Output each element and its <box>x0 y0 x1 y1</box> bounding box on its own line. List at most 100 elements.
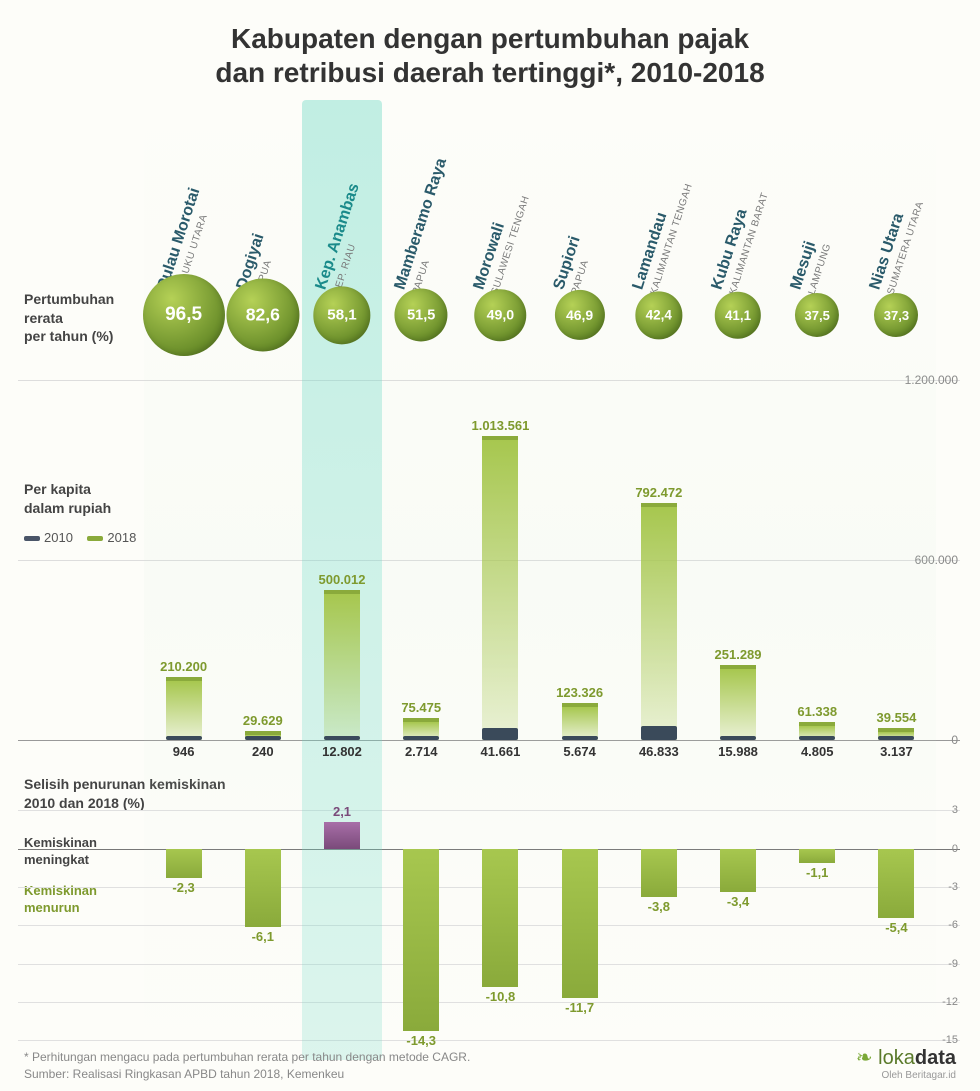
bar-2010 <box>324 736 360 740</box>
value-2010: 2.714 <box>382 744 461 759</box>
poverty-value: -2,3 <box>144 880 223 895</box>
growth-circle-row: 42,4 <box>619 270 698 360</box>
value-2010: 46.833 <box>619 744 698 759</box>
pv-axis-label: -6 <box>948 919 958 931</box>
poverty-bar <box>720 849 756 892</box>
growth-circle: 51,5 <box>395 289 448 342</box>
region-column: SupioriPAPUA46,9123.3265.674-11,7 <box>540 100 619 1060</box>
brand-bold: data <box>915 1047 956 1069</box>
poverty-value: -14,3 <box>382 1033 461 1048</box>
bar-2010 <box>245 736 281 740</box>
value-2018: 39.554 <box>857 710 936 725</box>
growth-circle: 42,4 <box>635 292 682 339</box>
growth-circle-row: 96,5 <box>144 270 223 360</box>
bar-2018 <box>562 703 598 740</box>
region-column: Mamberamo RayaPAPUA51,575.4752.714-14,3 <box>382 100 461 1060</box>
bar-2010 <box>482 728 518 740</box>
infographic-container: Kabupaten dengan pertumbuhan pajak dan r… <box>0 0 980 1091</box>
legend: 2010 2018 <box>24 530 136 545</box>
value-2010: 3.137 <box>857 744 936 759</box>
bar-2010 <box>878 736 914 740</box>
brand: ❧ lokadata Oleh Beritagar.id <box>856 1045 956 1081</box>
pv-axis-label: -9 <box>948 958 958 970</box>
value-2018: 500.012 <box>302 572 381 587</box>
title-line-1: Kabupaten dengan pertumbuhan pajak <box>231 23 749 54</box>
region-column: DogiyaiPAPUA82,629.629240-6,1 <box>223 100 302 1060</box>
columns-area: 1.200.000600.000030-3-6-9-12-15Pulau Mor… <box>144 100 936 1060</box>
region-column: Nias UtaraSUMATERA UTARA37,339.5543.137-… <box>857 100 936 1060</box>
value-2018: 792.472 <box>619 485 698 500</box>
poverty-bar <box>166 849 202 878</box>
label-menurun: Kemiskinan menurun <box>24 883 97 917</box>
growth-circle: 96,5 <box>143 274 225 356</box>
growth-circle: 37,5 <box>795 293 839 337</box>
bar-2010 <box>799 736 835 740</box>
chart-main: Pertumbuhan rerata per tahun (%) Per kap… <box>24 100 956 1060</box>
chart-title: Kabupaten dengan pertumbuhan pajak dan r… <box>24 22 956 90</box>
poverty-bar <box>562 849 598 999</box>
growth-circle: 49,0 <box>475 290 527 342</box>
region-column: Pulau MorotaiMALUKU UTARA96,5210.200946-… <box>144 100 223 1060</box>
pk-axis-label: 0 <box>951 733 958 747</box>
growth-circle-row: 82,6 <box>223 270 302 360</box>
poverty-bar <box>799 849 835 863</box>
pv-axis-label: 0 <box>952 843 958 855</box>
poverty-value: -5,4 <box>857 920 936 935</box>
region-column: Kep. AnambasKEP. RIAU58,1500.01212.8022,… <box>302 100 381 1060</box>
title-line-2: dan retribusi daerah tertinggi*, 2010-20… <box>215 57 764 88</box>
growth-circle-row: 37,3 <box>857 270 936 360</box>
bar-2018 <box>324 590 360 740</box>
growth-circle-row: 46,9 <box>540 270 619 360</box>
bar-2018 <box>641 503 677 741</box>
value-2018: 61.338 <box>778 704 857 719</box>
poverty-value: -10,8 <box>461 989 540 1004</box>
pv-axis-label: -3 <box>948 881 958 893</box>
bar-2010 <box>720 736 756 741</box>
poverty-value: -6,1 <box>223 929 302 944</box>
poverty-value: -1,1 <box>778 865 857 880</box>
growth-circle: 58,1 <box>313 287 370 344</box>
bar-2010 <box>166 736 202 740</box>
value-2010: 5.674 <box>540 744 619 759</box>
label-growth: Pertumbuhan rerata per tahun (%) <box>24 290 114 345</box>
bar-2018 <box>720 665 756 740</box>
region-column: MesujiLAMPUNG37,561.3384.805-1,1 <box>778 100 857 1060</box>
value-2010: 12.802 <box>302 744 381 759</box>
legend-swatch-2010 <box>24 536 40 541</box>
growth-circle-row: 58,1 <box>302 270 381 360</box>
footer: * Perhitungan mengacu pada pertumbuhan r… <box>24 1050 956 1081</box>
poverty-value: -11,7 <box>540 1000 619 1015</box>
bar-2018 <box>166 677 202 740</box>
bar-2010 <box>562 736 598 740</box>
bar-2010 <box>641 726 677 740</box>
leaf-icon: ❧ <box>856 1047 873 1069</box>
value-2010: 15.988 <box>698 744 777 759</box>
growth-circle: 46,9 <box>555 290 605 340</box>
label-perkapita: Per kapita dalam rupiah <box>24 480 111 516</box>
source: Sumber: Realisasi Ringkasan APBD tahun 2… <box>24 1067 956 1081</box>
poverty-bar <box>245 849 281 927</box>
value-2018: 1.013.561 <box>461 418 540 433</box>
region-column: MorowaliSULAWESI TENGAH49,01.013.56141.6… <box>461 100 540 1060</box>
value-2018: 251.289 <box>698 647 777 662</box>
brand-sub: Oleh Beritagar.id <box>856 1070 956 1081</box>
growth-circle: 37,3 <box>874 293 918 337</box>
legend-swatch-2018 <box>87 536 103 541</box>
poverty-value: -3,4 <box>698 894 777 909</box>
poverty-bar <box>482 849 518 987</box>
value-2010: 41.661 <box>461 744 540 759</box>
value-2018: 123.326 <box>540 685 619 700</box>
poverty-bar <box>403 849 439 1032</box>
growth-circle-row: 51,5 <box>382 270 461 360</box>
value-2018: 210.200 <box>144 659 223 674</box>
legend-2010-text: 2010 <box>44 530 73 545</box>
poverty-bar <box>324 822 360 849</box>
poverty-bar <box>641 849 677 898</box>
brand-prefix: loka <box>878 1047 915 1069</box>
poverty-value: 2,1 <box>302 804 381 819</box>
label-meningkat: Kemiskinan meningkat <box>24 835 97 869</box>
region-column: Kubu RayaKALIMANTAN BARAT41,1251.28915.9… <box>698 100 777 1060</box>
growth-circle: 82,6 <box>226 279 299 352</box>
value-2018: 29.629 <box>223 713 302 728</box>
value-2018: 75.475 <box>382 700 461 715</box>
